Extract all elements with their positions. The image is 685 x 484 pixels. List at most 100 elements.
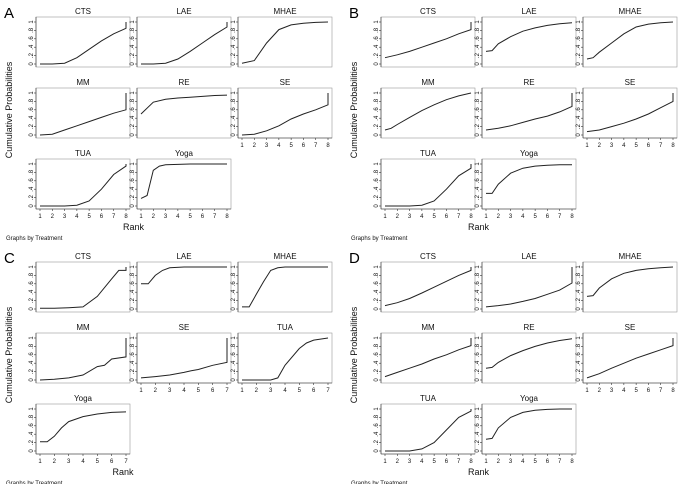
y-tick-label: .4 (130, 115, 136, 121)
y-tick-label: .2 (29, 439, 35, 445)
y-tick-label: .8 (29, 414, 35, 420)
panel-mm: MM 0 .2 .4 .6 .8 1 (374, 323, 476, 384)
x-tick-label: 7 (124, 459, 128, 465)
series-line (586, 338, 674, 379)
y-tick-label: 1 (130, 265, 136, 269)
x-tick-label: 2 (253, 143, 257, 149)
y-tick-label: 0 (29, 204, 35, 208)
y-tick-label: 0 (231, 133, 237, 137)
y-tick-label: 1 (130, 91, 136, 95)
x-tick-label: 1 (383, 459, 387, 465)
x-axis: 1 2 3 4 5 6 7 8 (583, 137, 677, 149)
y-tick-label: 0 (374, 133, 380, 137)
panel-tua: TUA 0 .2 .4 .6 .8 1 1 2 3 4 5 6 7 (231, 323, 333, 394)
y-tick-label: .8 (29, 343, 35, 349)
plot-frame (35, 403, 131, 455)
panel-mhae: MHAE 0 .2 .4 .6 .8 1 (231, 7, 333, 68)
y-tick-label: .2 (130, 194, 136, 200)
x-tick-label: 5 (188, 214, 192, 220)
y-tick-label: .4 (231, 289, 237, 295)
x-tick-label: 1 (139, 388, 143, 394)
y-tick-label: .2 (576, 297, 582, 303)
panel-title: Yoga (74, 394, 93, 403)
panel-title: LAE (176, 252, 191, 261)
y-tick-label: .4 (29, 186, 35, 192)
plot-frame (481, 261, 577, 313)
y-tick-label: .4 (374, 115, 380, 121)
panel-re: RE 0 .2 .4 .6 .8 1 (130, 78, 232, 139)
plot-frame (136, 332, 232, 384)
x-tick-label: 8 (469, 214, 473, 220)
x-tick-label: 7 (326, 388, 330, 394)
x-axis: 1 2 3 4 5 6 7 8 (482, 208, 576, 220)
panel-se: SE 0 .2 .4 .6 .8 1 1 2 3 4 5 6 7 (130, 323, 232, 394)
x-tick-label: 7 (659, 388, 663, 394)
panel-title: TUA (277, 323, 294, 332)
panel-title: MM (76, 78, 90, 87)
y-tick-label: .8 (29, 272, 35, 278)
y-tick-label: .6 (29, 36, 35, 42)
y-tick-label: .6 (576, 36, 582, 42)
y-tick-label: 0 (29, 378, 35, 382)
y-tick-label: .4 (29, 431, 35, 437)
panel-title: MM (421, 323, 435, 332)
y-tick-label: 1 (29, 162, 35, 166)
y-tick-label: .4 (29, 289, 35, 295)
y-tick-label: 0 (374, 204, 380, 208)
x-tick-label: 3 (610, 388, 614, 394)
x-tick-label: 3 (265, 143, 269, 149)
y-tick-label: .8 (231, 98, 237, 104)
y-tick-label: 1 (130, 20, 136, 24)
y-tick-label: .6 (576, 352, 582, 358)
y-axis-label: Cumulative Probabilities (349, 61, 359, 158)
x-tick-label: 2 (396, 459, 400, 465)
x-axis: 1 2 3 4 5 6 7 8 (238, 137, 332, 149)
panel-lae: LAE 0 .2 .4 .6 .8 1 (475, 252, 577, 313)
series-line (140, 163, 227, 199)
x-tick-label: 5 (432, 214, 436, 220)
x-tick-label: 3 (269, 388, 273, 394)
x-tick-label: 1 (240, 143, 244, 149)
y-tick-label: 0 (374, 378, 380, 382)
y-tick-label: 1 (374, 91, 380, 95)
plot-frame (380, 261, 476, 313)
panel-title: RE (523, 78, 534, 87)
plot-frame (136, 158, 232, 210)
x-tick-label: 4 (420, 459, 424, 465)
y-tick-label: .4 (130, 289, 136, 295)
panel-title: SE (625, 78, 636, 87)
graphs-note: Graphs by Treatment (6, 236, 63, 242)
y-tick-label: 0 (475, 307, 481, 311)
y-tick-label: .6 (29, 423, 35, 429)
y-tick-label: .8 (576, 272, 582, 278)
series-line (140, 94, 228, 115)
figure-letter: D (349, 250, 360, 267)
series-line (485, 338, 573, 369)
y-tick-label: .2 (29, 297, 35, 303)
y-tick-label: .4 (475, 44, 481, 50)
x-tick-label: 3 (509, 459, 513, 465)
x-tick-label: 4 (622, 143, 626, 149)
y-tick-label: 1 (374, 20, 380, 24)
y-tick-label: .4 (130, 186, 136, 192)
plot-frame (35, 261, 131, 313)
series-line (40, 411, 127, 443)
series-line (485, 408, 572, 440)
x-tick-label: 4 (182, 388, 186, 394)
panel-cts: CTS 0 .2 .4 .6 .8 1 (374, 7, 476, 68)
y-tick-label: .2 (475, 439, 481, 445)
y-tick-label: .8 (475, 169, 481, 175)
y-tick-label: 0 (29, 62, 35, 66)
y-tick-label: .2 (576, 368, 582, 374)
y-tick-label: 1 (130, 162, 136, 166)
series-line (40, 22, 127, 65)
panel-tua: TUA 0 .2 .4 .6 .8 1 1 2 3 4 5 6 7 8 (374, 394, 476, 465)
y-tick-label: 1 (374, 265, 380, 269)
figure-a: A CTS 0 .2 .4 .6 .8 1 LAE 0 .2 .4 .6 .8 1 MHAE 0 .2 .4 .6 .8… (4, 5, 333, 242)
x-tick-label: 4 (521, 214, 525, 220)
x-tick-label: 3 (168, 388, 172, 394)
series-line (140, 338, 228, 379)
panel-title: LAE (176, 7, 191, 16)
panel-title: SE (625, 323, 636, 332)
x-tick-label: 2 (51, 214, 55, 220)
